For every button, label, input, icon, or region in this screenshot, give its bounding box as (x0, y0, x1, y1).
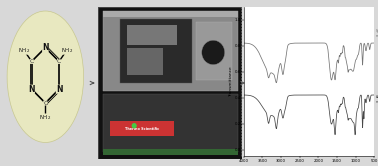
FancyBboxPatch shape (196, 22, 232, 80)
FancyBboxPatch shape (110, 121, 174, 136)
Text: NH$_2$: NH$_2$ (18, 46, 30, 55)
Text: C: C (57, 59, 61, 64)
Text: Spectrum
milk: Spectrum milk (375, 29, 378, 38)
FancyBboxPatch shape (102, 11, 238, 17)
Text: C: C (29, 59, 34, 64)
FancyBboxPatch shape (127, 48, 163, 75)
FancyBboxPatch shape (102, 149, 238, 155)
FancyBboxPatch shape (127, 25, 177, 45)
Text: Thermo Scientific: Thermo Scientific (125, 127, 159, 131)
Ellipse shape (7, 11, 84, 142)
Text: Adulterated
milk: Adulterated milk (375, 95, 378, 104)
Circle shape (202, 40, 225, 65)
Text: N: N (42, 43, 49, 52)
FancyBboxPatch shape (98, 7, 242, 159)
X-axis label: Wavenumber (cm$^{-1}$): Wavenumber (cm$^{-1}$) (285, 165, 333, 166)
FancyBboxPatch shape (102, 94, 238, 152)
FancyBboxPatch shape (120, 19, 192, 83)
Text: C: C (43, 101, 48, 106)
Circle shape (132, 123, 137, 128)
Text: NH$_2$: NH$_2$ (61, 46, 73, 55)
Text: NH$_2$: NH$_2$ (39, 114, 51, 122)
Text: N: N (56, 85, 62, 94)
FancyBboxPatch shape (102, 11, 238, 91)
Y-axis label: Transmittance: Transmittance (229, 66, 233, 97)
Text: N: N (28, 85, 35, 94)
